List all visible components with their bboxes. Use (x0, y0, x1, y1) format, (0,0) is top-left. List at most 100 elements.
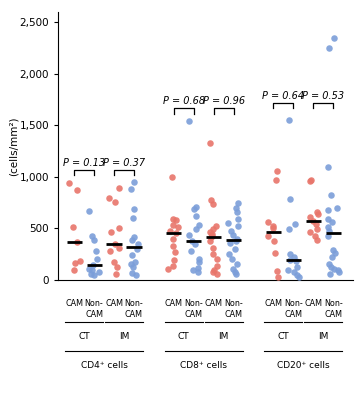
Point (314, 236, 320, 243)
Point (285, 266, 291, 273)
Point (91, 272, 96, 278)
Point (325, 164, 331, 170)
Point (130, 236, 135, 243)
Point (312, 232, 318, 239)
Point (76, 258, 82, 265)
Point (296, 274, 301, 280)
Point (188, 248, 194, 254)
Point (327, 271, 333, 277)
Text: CAM: CAM (65, 299, 83, 308)
Point (236, 216, 241, 222)
Point (74, 187, 80, 194)
Point (133, 272, 139, 278)
Point (293, 258, 299, 265)
Point (131, 263, 136, 270)
Text: P = 0.68: P = 0.68 (163, 96, 205, 106)
Point (214, 256, 219, 262)
Point (228, 227, 234, 234)
Point (88, 232, 94, 239)
Point (209, 234, 214, 240)
Point (210, 251, 216, 258)
Point (173, 217, 179, 224)
Point (286, 226, 292, 233)
Point (129, 270, 135, 276)
Point (169, 174, 175, 180)
Point (232, 268, 238, 275)
Point (313, 221, 318, 228)
Point (292, 221, 298, 228)
Point (287, 257, 293, 264)
Point (306, 178, 312, 184)
Point (71, 224, 76, 231)
Point (314, 209, 320, 215)
Text: CD8⁺ cells: CD8⁺ cells (180, 361, 227, 370)
Point (210, 268, 216, 275)
Point (210, 245, 215, 251)
Point (131, 206, 137, 212)
Point (129, 252, 135, 258)
Point (88, 271, 94, 277)
Y-axis label: (cells/mm²): (cells/mm²) (8, 116, 18, 176)
Point (270, 223, 276, 230)
Text: P = 0.13: P = 0.13 (63, 158, 105, 168)
Text: CAM: CAM (304, 299, 322, 308)
Point (135, 241, 141, 247)
Point (232, 246, 238, 252)
Point (234, 260, 240, 267)
Point (274, 168, 280, 174)
Point (131, 234, 136, 240)
Point (294, 263, 300, 270)
Point (233, 238, 239, 244)
Point (173, 249, 178, 255)
Point (325, 207, 331, 213)
Point (186, 118, 192, 124)
Point (273, 177, 279, 183)
Point (214, 271, 219, 277)
Text: IM: IM (218, 332, 229, 341)
Point (190, 266, 196, 273)
Point (116, 245, 122, 251)
Point (189, 238, 194, 244)
Text: P = 0.96: P = 0.96 (202, 96, 245, 106)
Point (291, 268, 297, 275)
Point (233, 271, 239, 277)
Point (112, 241, 118, 247)
Point (315, 211, 321, 217)
Point (325, 232, 331, 239)
Point (174, 229, 179, 236)
Point (327, 227, 332, 234)
Point (211, 266, 217, 273)
Point (265, 232, 271, 239)
Point (167, 227, 173, 234)
Point (332, 250, 338, 256)
Point (306, 228, 312, 235)
Text: Non-
CAM: Non- CAM (184, 299, 203, 318)
Point (171, 257, 177, 264)
Point (328, 263, 334, 270)
Point (209, 230, 215, 237)
Point (329, 219, 335, 226)
Text: IM: IM (318, 332, 328, 341)
Point (209, 232, 215, 239)
Point (195, 268, 201, 275)
Point (210, 226, 216, 233)
Point (128, 186, 134, 192)
Point (128, 260, 134, 267)
Point (214, 262, 220, 269)
Point (134, 246, 140, 252)
Point (195, 264, 201, 271)
Point (170, 236, 176, 242)
Text: Non-
CAM: Non- CAM (124, 299, 143, 318)
Point (308, 177, 314, 183)
Point (170, 222, 176, 228)
Point (272, 250, 277, 256)
Point (234, 236, 240, 242)
Point (334, 205, 340, 211)
Point (325, 216, 331, 222)
Point (336, 268, 341, 275)
Text: P = 0.64: P = 0.64 (262, 91, 304, 101)
Text: CAM: CAM (264, 299, 282, 308)
Text: CAM: CAM (205, 299, 223, 308)
Text: CT: CT (78, 332, 90, 341)
Point (276, 274, 281, 280)
